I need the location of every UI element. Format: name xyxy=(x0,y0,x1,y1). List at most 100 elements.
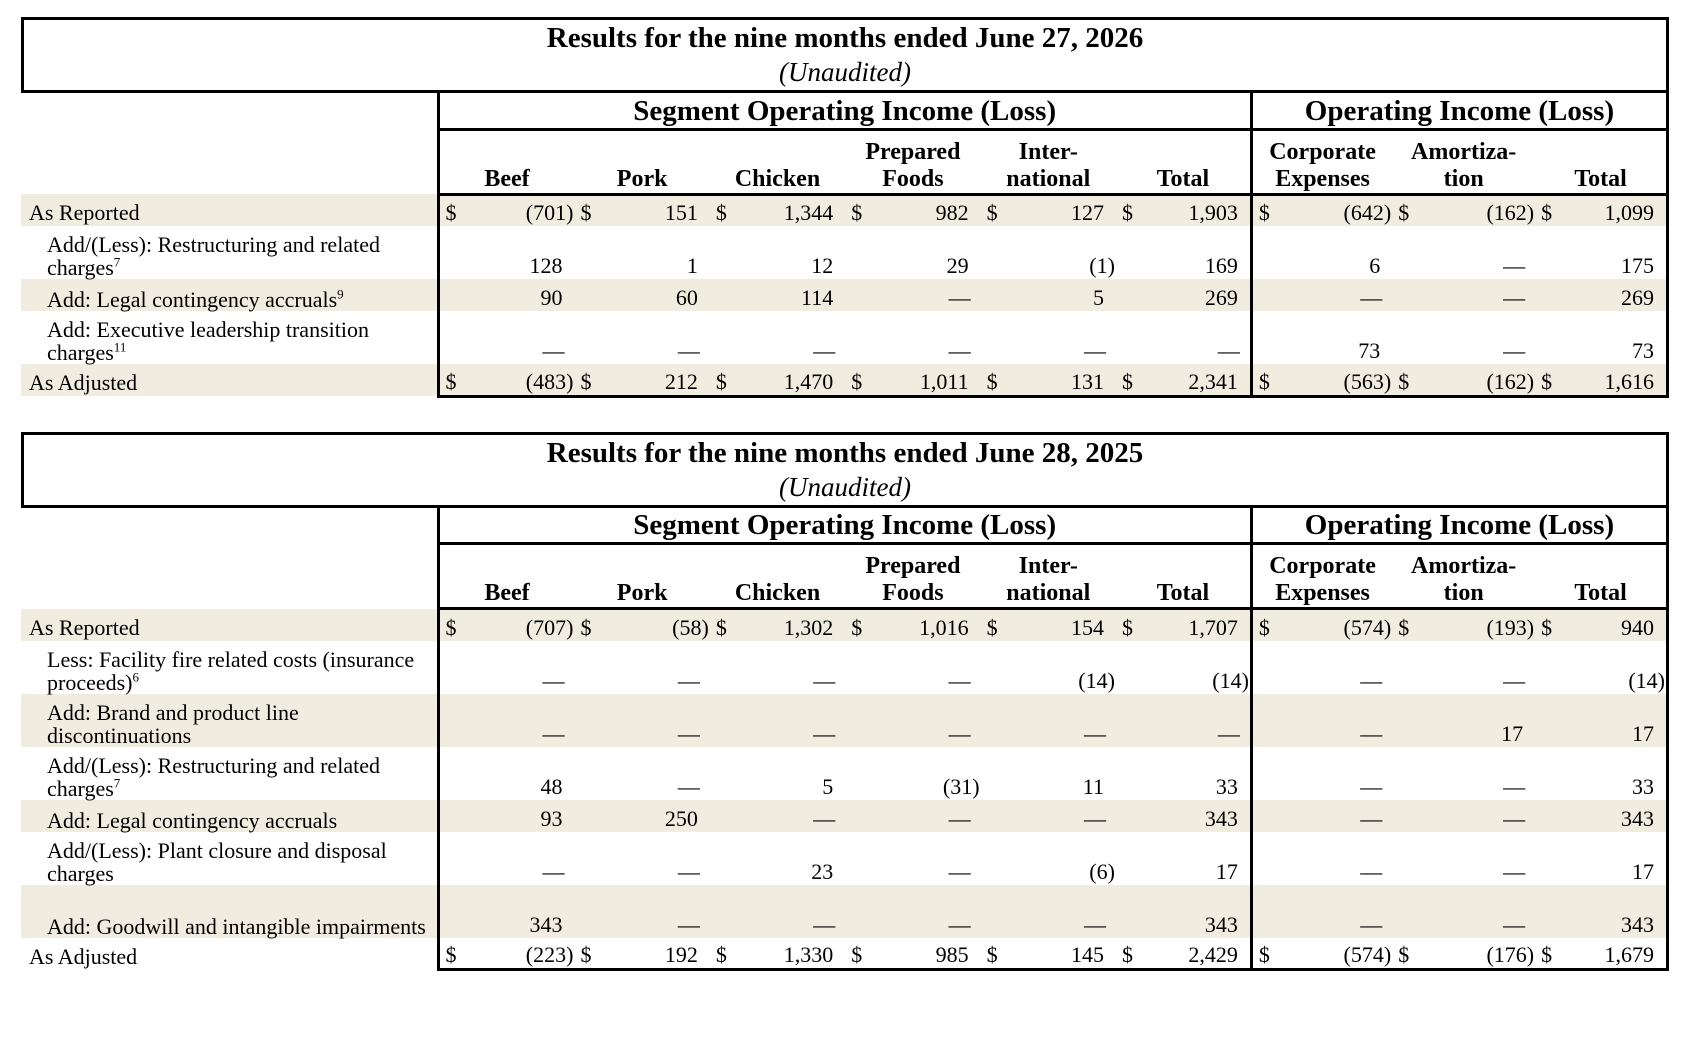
currency-symbol xyxy=(436,693,469,747)
cell-value: 269 xyxy=(1565,279,1670,311)
currency-symbol xyxy=(845,641,875,694)
currency-symbol xyxy=(1249,746,1282,800)
table-row: Add: Brand and product line discontinuat… xyxy=(21,693,1670,748)
currency-symbol xyxy=(981,747,1011,800)
dollar-sign: $ xyxy=(580,614,592,640)
currency-symbol: $ xyxy=(1535,364,1566,398)
currency-symbol xyxy=(710,311,740,364)
col-header-amortization: Amortiza-tion xyxy=(1392,544,1535,609)
cell-value: 192 xyxy=(604,937,710,971)
cell-value: (574) xyxy=(1281,607,1393,641)
cell-value: 29 xyxy=(946,253,969,278)
col-header-beef: Beef xyxy=(436,543,575,609)
empty-corner xyxy=(21,544,438,609)
cell-value: 114 xyxy=(740,279,846,311)
col-header-operating-total: Total xyxy=(1535,543,1670,609)
col-header-international-line1: Inter- xyxy=(1018,553,1078,579)
currency-symbol: $ xyxy=(1115,364,1147,398)
currency-symbol xyxy=(574,747,604,800)
col-header-beef: Beef xyxy=(436,129,575,194)
col-header-international-line2: national xyxy=(1006,580,1091,606)
dollar-sign: $ xyxy=(580,368,592,394)
currency-symbol xyxy=(980,279,1011,311)
footnote-ref: 6 xyxy=(132,669,140,685)
dollar-sign: $ xyxy=(986,368,998,394)
currency-symbol xyxy=(1249,226,1282,279)
dollar-sign: $ xyxy=(1398,614,1410,640)
currency-symbol: $ xyxy=(436,192,469,226)
table-row: As Adjusted $ (483) $212 $1,470 $1,011 $131 $2,… xyxy=(21,364,1670,398)
table-row: As Adjusted $ (223) $192 $1,330 $985 $145 $2,42… xyxy=(21,937,1670,971)
table-subtitle: (Unaudited) xyxy=(779,57,911,87)
col-header-international-line1: Inter- xyxy=(1018,138,1078,165)
row-label: Add: Executive leadership transition cha… xyxy=(21,311,438,364)
cell-value: — xyxy=(948,338,971,363)
table-row: Add/(Less): Restructuring and related ch… xyxy=(21,226,1670,279)
empty-corner xyxy=(21,508,438,544)
cell-value: — xyxy=(1281,693,1393,747)
dollar-sign: $ xyxy=(1398,200,1410,225)
currency-symbol xyxy=(845,226,875,279)
row-label-text: Add: Goodwill and intangible impairments xyxy=(47,913,426,939)
cell-value: — xyxy=(1281,279,1393,311)
dollar-sign: $ xyxy=(1541,200,1553,225)
cell-value: 1,344 xyxy=(740,192,846,226)
currency-symbol xyxy=(1535,884,1566,938)
currency-symbol xyxy=(709,693,741,747)
dollar-sign: $ xyxy=(715,200,727,225)
dollar-sign: $ xyxy=(851,368,863,394)
currency-symbol: $ xyxy=(436,364,469,398)
currency-symbol xyxy=(1115,799,1147,832)
col-header-beef-label: Beef xyxy=(484,165,530,192)
cell-value: — xyxy=(1010,799,1116,832)
currency-symbol xyxy=(574,799,605,832)
currency-symbol xyxy=(845,279,876,311)
cell-value: 1,330 xyxy=(740,937,846,971)
row-label: As Adjusted xyxy=(21,938,438,970)
currency-symbol: $ xyxy=(709,607,741,641)
cell-value: (223) xyxy=(468,937,575,971)
currency-symbol: $ xyxy=(1115,937,1147,971)
dollar-sign: $ xyxy=(1258,368,1270,394)
table-title-box: Results for the nine months ended June 2… xyxy=(21,17,1669,93)
col-header-prepared-foods-line1: Prepared xyxy=(865,138,961,165)
cell-value: — xyxy=(1422,884,1536,938)
empty-corner xyxy=(21,93,438,129)
cell-value: 940 xyxy=(1565,607,1670,641)
footnote-ref: 9 xyxy=(337,286,344,302)
row-label: As Reported xyxy=(21,608,438,641)
currency-symbol xyxy=(1249,279,1282,311)
cell-value: 2,429 xyxy=(1146,937,1253,971)
cell-value: (1) xyxy=(1089,253,1115,278)
dollar-sign: $ xyxy=(1121,614,1133,640)
row-label-text: As Reported xyxy=(29,200,140,225)
currency-symbol xyxy=(1249,311,1282,364)
cell-value: — xyxy=(1503,858,1526,884)
cell-value: — xyxy=(948,667,971,693)
cell-value: — xyxy=(740,693,846,747)
col-header-international: Inter-national xyxy=(981,544,1116,609)
dollar-sign: $ xyxy=(445,614,457,640)
currency-symbol xyxy=(980,884,1011,938)
currency-symbol xyxy=(574,884,605,938)
col-header-corporate-expenses-line1: Corporate xyxy=(1269,553,1376,579)
cell-value: 151 xyxy=(604,192,710,226)
currency-symbol: $ xyxy=(845,364,876,398)
dollar-sign: $ xyxy=(986,614,998,640)
table-row: As Reported $ (701) $151 $1,344 $982 $127 $1,90… xyxy=(21,192,1670,226)
currency-symbol xyxy=(1392,693,1423,747)
currency-symbol: $ xyxy=(1249,364,1282,398)
currency-symbol xyxy=(981,641,1011,694)
col-header-corporate-expenses: Corporate Expenses xyxy=(1251,544,1392,609)
row-label-text: Add: Brand and product line discontinuat… xyxy=(47,699,299,748)
row-label: As Reported xyxy=(21,194,438,226)
dollar-sign: $ xyxy=(580,200,592,225)
cell-value: (162) xyxy=(1422,364,1536,398)
currency-symbol: $ xyxy=(1392,607,1423,641)
dollar-sign: $ xyxy=(715,614,727,640)
currency-symbol xyxy=(436,831,469,885)
col-header-chicken-label: Chicken xyxy=(734,165,821,192)
dollar-sign: $ xyxy=(1398,942,1410,967)
currency-symbol xyxy=(1535,311,1565,364)
cell-value: 343 xyxy=(1565,799,1670,832)
